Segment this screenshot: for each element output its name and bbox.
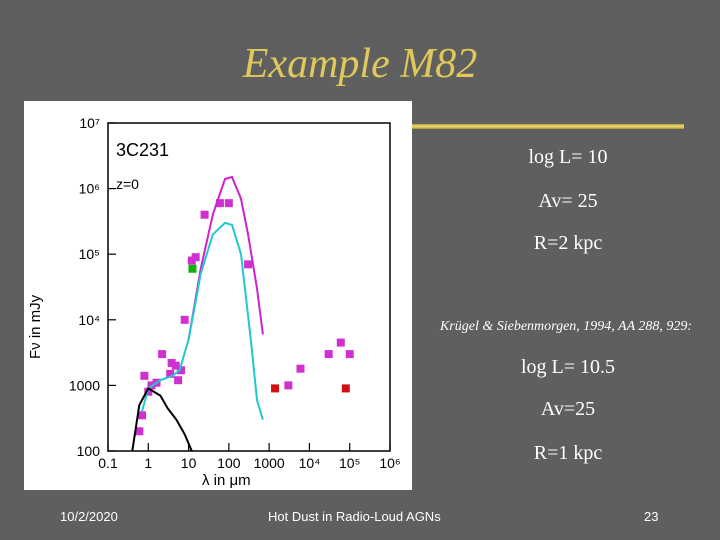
y-tick-label: 100 (77, 443, 101, 459)
data-point (345, 350, 354, 359)
model-1-radius: R=2 kpc (533, 232, 603, 254)
slide-title: Example M82 (242, 41, 478, 87)
footer-date: 10/2/2020 (60, 509, 118, 524)
plot-frame (107, 122, 391, 452)
model-1-extinction: Av= 25 (538, 190, 598, 212)
data-point (296, 364, 305, 373)
redshift-label: z=0 (116, 176, 139, 192)
object-label: 3C231 (116, 140, 169, 160)
y-tick-label: 1000 (69, 377, 100, 393)
data-point (200, 210, 209, 219)
data-point (271, 384, 280, 393)
data-point (215, 199, 224, 208)
data-point (135, 427, 144, 436)
y-tick-label: 10⁶ (79, 181, 100, 197)
data-point (324, 350, 333, 359)
x-tick-label: 100 (217, 455, 241, 471)
y-tick-label: 10⁷ (79, 115, 100, 131)
data-point (174, 376, 183, 385)
data-point (158, 350, 167, 359)
x-tick-label: 10⁶ (379, 455, 400, 471)
data-point (224, 199, 233, 208)
x-tick-label: 10⁵ (339, 455, 360, 471)
reference-citation: Krügel & Siebenmorgen, 1994, AA 288, 929… (439, 319, 693, 334)
x-tick-label: 10 (181, 455, 197, 471)
y-axis-label: Fν in mJy (27, 294, 44, 359)
title-rule-right (410, 124, 684, 129)
model-curve-3 (187, 175, 264, 340)
x-axis-label: λ in μm (202, 472, 251, 489)
data-point (138, 411, 147, 420)
sed-plot-svg: 10⁷ 10⁶ 10⁵ 10⁴ 1000 100 0.1 1 10 100 1000 10⁴ 10⁵ 1… (27, 115, 401, 489)
y-tick-label: 10⁵ (79, 246, 100, 262)
model-2-luminosity: log L= 10.5 (520, 356, 616, 378)
data-point (140, 371, 149, 380)
data-point (188, 264, 197, 273)
footer-title: Hot Dust in Radio-Loud AGNs (268, 509, 441, 524)
x-tick-label: 10⁴ (299, 455, 321, 471)
data-point (180, 315, 189, 324)
model-2-radius: R=1 kpc (533, 442, 603, 464)
data-point (171, 361, 180, 370)
model-curve-4 (141, 221, 264, 420)
data-point (191, 253, 200, 262)
x-tick-label: 0.1 (98, 455, 118, 471)
y-tick-label: 10⁴ (78, 312, 100, 328)
data-point (284, 381, 293, 390)
model-2-extinction: Av=25 (540, 398, 596, 420)
x-tick-label: 1000 (254, 455, 285, 471)
model-1-luminosity: log L= 10 (528, 146, 608, 168)
data-point (167, 358, 176, 367)
data-point (244, 260, 253, 269)
data-point (341, 384, 350, 393)
data-point (336, 338, 345, 347)
data-point (166, 369, 175, 378)
page-number: 23 (644, 509, 659, 524)
data-point (177, 366, 186, 375)
sed-plot: 10⁷ 10⁶ 10⁵ 10⁴ 1000 100 0.1 1 10 100 1000 10⁴ 10⁵ 1… (24, 101, 412, 490)
model-curve-5 (131, 387, 193, 452)
x-tick-label: 1 (144, 455, 152, 471)
